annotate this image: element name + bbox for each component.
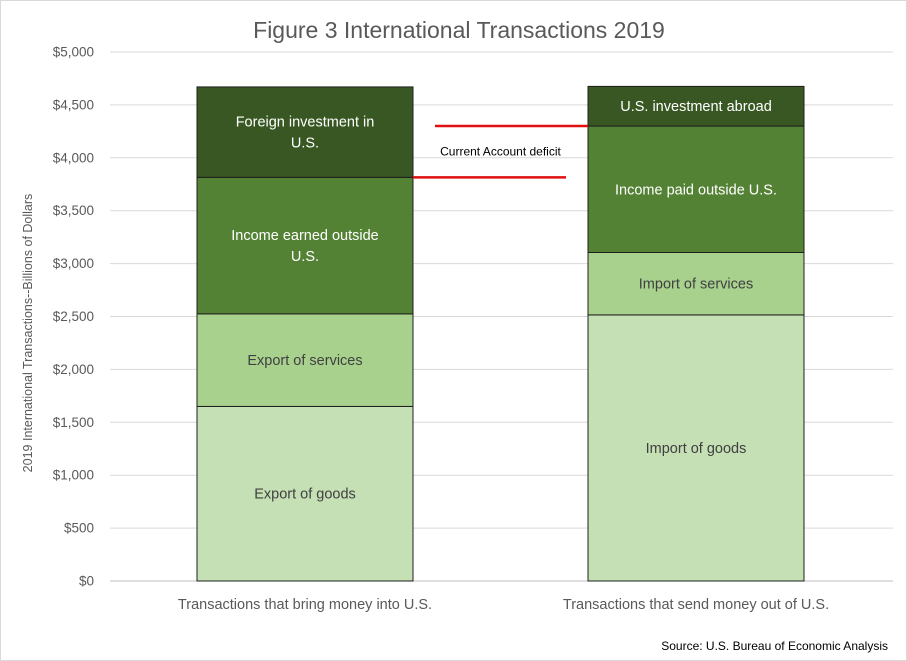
y-tick-label: $3,500 xyxy=(53,203,94,218)
y-tick-label: $3,000 xyxy=(53,256,94,271)
y-tick-label: $1,000 xyxy=(53,468,94,483)
segment-labels: Export of goods Export of services Income … xyxy=(231,99,777,502)
source-note: Source: U.S. Bureau of Economic Analysis xyxy=(661,639,888,653)
bar-segment xyxy=(587,251,805,316)
segment-label: Export of services xyxy=(247,353,362,369)
bar-segment xyxy=(196,176,414,315)
chart-title: Figure 3 International Transactions 2019 xyxy=(253,17,665,43)
segment-label: Income paid outside U.S. xyxy=(615,182,777,198)
y-tick-label: $4,500 xyxy=(53,97,94,112)
segment-label: Import of goods xyxy=(646,441,747,457)
segment-label: Income earned outside xyxy=(231,228,379,244)
y-tick-label: $1,500 xyxy=(53,415,94,430)
segment-label: U.S. xyxy=(291,249,319,265)
y-tick-label: $2,500 xyxy=(53,309,94,324)
bar-segment xyxy=(587,85,805,127)
y-tick-label: $2,000 xyxy=(53,362,94,377)
bar-segment xyxy=(196,405,414,582)
bar-segment xyxy=(196,86,414,178)
x-tick-label: Transactions that bring money into U.S. xyxy=(178,597,432,613)
segment-label: Foreign investment in xyxy=(236,115,375,131)
bars xyxy=(196,85,805,582)
segment-label: Export of goods xyxy=(254,487,356,503)
current-account-annotation: Current Account deficit xyxy=(413,124,588,179)
x-axis-ticks: Transactions that bring money into U.S. T… xyxy=(178,597,829,613)
segment-label: U.S. investment abroad xyxy=(620,99,772,115)
bar-segment xyxy=(196,313,414,407)
y-tick-label: $5,000 xyxy=(53,45,94,60)
segment-label: U.S. xyxy=(291,136,319,152)
y-axis-ticks: $0 $500 $1,000 $1,500 $2,000 $2,500 $3,000 $3,5… xyxy=(53,45,94,589)
y-tick-label: $0 xyxy=(79,574,94,589)
annotation-label: Current Account deficit xyxy=(440,145,561,159)
bar-segment xyxy=(587,125,805,253)
bar-segment xyxy=(587,314,805,582)
y-axis-label: 2019 International Transactions--Billion… xyxy=(21,194,35,473)
y-tick-label: $4,000 xyxy=(53,150,94,165)
x-tick-label: Transactions that send money out of U.S. xyxy=(563,597,829,613)
segment-label: Import of services xyxy=(639,277,753,293)
y-tick-label: $500 xyxy=(64,521,94,536)
